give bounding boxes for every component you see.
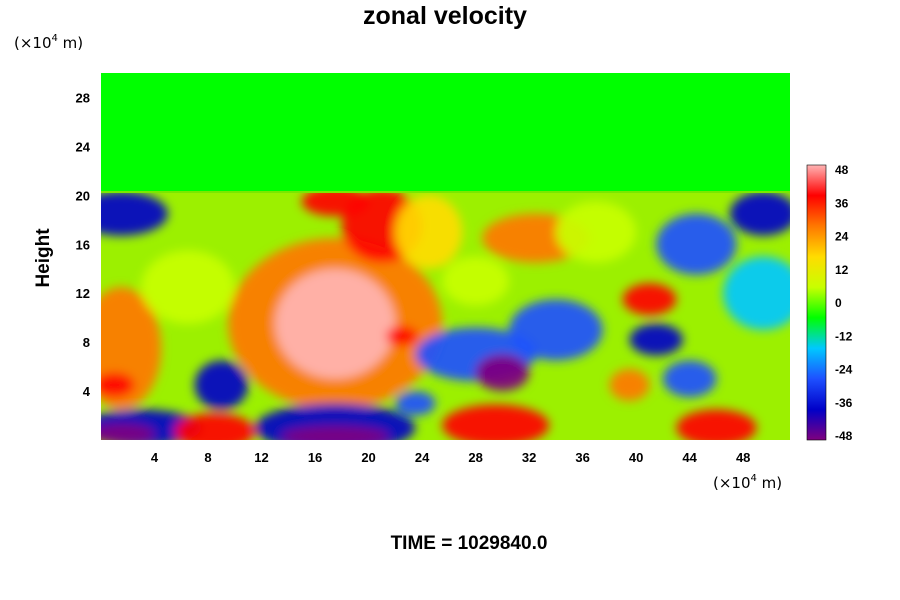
y-tick-label: 24	[76, 139, 91, 154]
field-blob	[281, 426, 389, 440]
field-blob	[676, 409, 757, 440]
colorbar-tick-label: -48	[835, 429, 853, 443]
x-tick-label: 24	[415, 450, 430, 465]
field-blob	[101, 192, 168, 236]
x-tick-label: 28	[468, 450, 482, 465]
colorbar-tick-label: -24	[835, 363, 853, 377]
colorbar-tick-label: 48	[835, 163, 849, 177]
x-tick-label: 12	[254, 450, 268, 465]
field-blob	[395, 195, 463, 269]
time-annotation: TIME = 1029840.0	[391, 533, 548, 554]
chart-title: zonal velocity	[363, 2, 527, 30]
colorbar-tick-label: -12	[835, 329, 853, 343]
field-blob	[609, 369, 650, 401]
x-tick-label: 44	[682, 450, 697, 465]
x-tick-label: 20	[361, 450, 375, 465]
colorbar-tick-label: 12	[835, 263, 849, 277]
field-blob	[509, 299, 603, 361]
field-blob	[622, 283, 677, 316]
y-tick-label: 20	[76, 188, 90, 203]
field-blob	[101, 372, 135, 398]
colorbar-tick-label: 24	[835, 230, 849, 244]
field-blob	[194, 360, 249, 410]
x-tick-label: 32	[522, 450, 536, 465]
x-tick-label: 36	[575, 450, 589, 465]
colorbar-scale	[806, 164, 827, 441]
field-blob	[629, 323, 683, 356]
colorbar-tick-label: 36	[835, 196, 849, 210]
x-tick-label: 16	[308, 450, 322, 465]
y-tick-label: 16	[76, 237, 90, 252]
field-blob	[442, 404, 550, 440]
field-blob	[723, 256, 790, 330]
field-blob	[301, 192, 369, 217]
field-blob	[656, 213, 737, 275]
field-blob	[141, 250, 235, 324]
x-tick-label: 8	[204, 450, 211, 465]
colorbar: 48 36 24 12 0 -12 -24 -36 -48	[806, 163, 853, 443]
field-blob	[274, 268, 396, 379]
y-tick-label: 28	[76, 90, 90, 105]
field-blob	[555, 201, 637, 263]
field-blob	[174, 413, 255, 440]
y-unit-label: (×104 m)	[14, 33, 83, 52]
x-unit-label: (×104 m)	[713, 473, 782, 492]
field-blob	[385, 326, 419, 346]
y-tick-label: 8	[83, 335, 90, 350]
upper-uniform-region	[101, 73, 790, 193]
colorbar-tick-label: -36	[835, 396, 853, 410]
field-blob	[101, 424, 155, 440]
field-blob	[662, 360, 717, 398]
y-tick-label: 4	[83, 384, 91, 399]
colorbar-tick-label: 0	[835, 296, 842, 310]
field-blob	[475, 354, 530, 392]
y-axis-title: Height	[33, 228, 54, 288]
field-blob	[442, 256, 510, 306]
plot-area	[101, 73, 790, 440]
x-tick-label: 40	[629, 450, 643, 465]
field-blob	[395, 391, 436, 416]
x-tick-label: 48	[736, 450, 750, 465]
x-tick-label: 4	[151, 450, 159, 465]
y-tick-label: 12	[76, 286, 90, 301]
field-blob	[729, 192, 790, 236]
